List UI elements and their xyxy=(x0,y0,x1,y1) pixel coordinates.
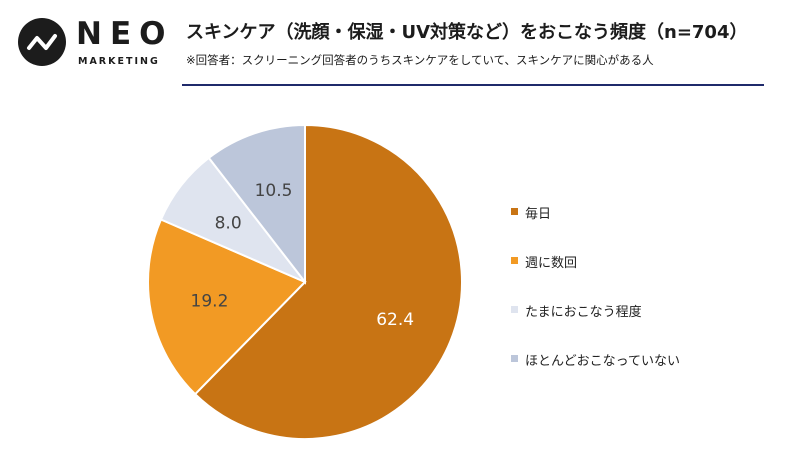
legend-label-1: 週に数回 xyxy=(525,256,578,271)
slice-value-label-0: 62.4 xyxy=(376,310,414,330)
slice-value-label-1: 19.2 xyxy=(191,292,229,312)
chart-title: スキンケア（洗顔・保湿・UV対策など）をおこなう頻度（n=704） xyxy=(186,22,748,43)
legend-swatch-3 xyxy=(511,355,518,362)
legend-swatch-1 xyxy=(511,257,518,264)
title-divider xyxy=(182,84,764,86)
legend-swatch-2 xyxy=(511,306,518,313)
logo-subtext: MARKETING xyxy=(78,56,160,67)
legend-label-0: 毎日 xyxy=(525,207,552,222)
legend-swatch-0 xyxy=(511,208,518,215)
logo-wordmark: NEO xyxy=(76,16,174,52)
chart-subtitle: ※回答者：スクリーニング回答者のうちスキンケアをしていて、スキンケアに関心がある… xyxy=(186,53,654,67)
legend-label-2: たまにおこなう程度 xyxy=(525,305,642,320)
logo-mark-icon xyxy=(18,18,66,66)
pie-slice-1 xyxy=(147,218,307,396)
slice-value-label-3: 10.5 xyxy=(255,181,293,201)
neo-marketing-logo: NEO MARKETING xyxy=(18,16,168,76)
slice-value-label-2: 8.0 xyxy=(215,213,242,233)
pie-slice-0 xyxy=(193,123,463,440)
pie-slice-3 xyxy=(207,123,306,285)
legend-label-3: ほとんどおこなっていない xyxy=(525,354,680,369)
